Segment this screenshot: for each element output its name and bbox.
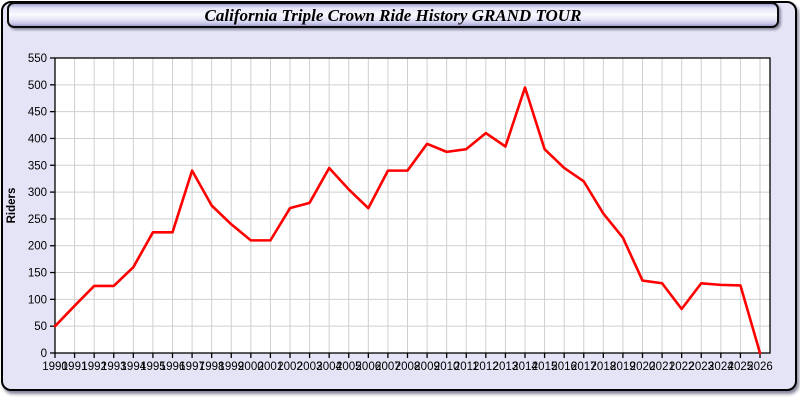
x-tick-label: 1998 [199,361,225,373]
x-tick-label: 2006 [356,361,382,373]
x-tick-label: 2003 [297,361,323,373]
x-tick-label: 2026 [747,361,773,373]
x-tick-label: 2015 [532,361,558,373]
x-tick-label: 1990 [42,361,68,373]
chart-title: California Triple Crown Ride History GRA… [204,5,582,25]
y-tick-label: 400 [28,133,47,145]
y-tick-label: 100 [28,294,47,306]
x-tick-label: 1992 [81,361,107,373]
x-tick-label: 2013 [493,361,519,373]
x-tick-label: 1999 [218,361,244,373]
y-tick-label: 500 [28,80,47,92]
x-tick-label: 2017 [571,361,597,373]
x-tick-label: 2012 [473,361,499,373]
x-tick-label: 2019 [610,361,636,373]
y-tick-label: 200 [28,241,47,253]
x-tick-label: 2008 [395,361,421,373]
y-tick-label: 150 [28,268,47,280]
x-tick-label: 2002 [277,361,303,373]
x-tick-label: 2009 [414,361,440,373]
axis-ticks [50,57,761,358]
riders-series-line [53,86,762,355]
x-tick-label: 1997 [179,361,205,373]
y-axis-labels: 0 50 100 150 200 250 300 350 400 450 500 550 [28,53,47,360]
x-tick-label: 2005 [336,361,362,373]
x-tick-label: 2001 [258,361,284,373]
x-tick-label: 2011 [454,361,479,373]
x-axis-labels: 1990199119921993199419951996199719981999… [42,361,773,373]
x-tick-label: 2023 [688,361,714,373]
title-bar: California Triple Crown Ride History GRA… [7,2,779,28]
y-tick-label: 450 [28,107,47,119]
x-tick-label: 1993 [101,361,127,373]
y-tick-label: 350 [28,160,47,172]
x-tick-label: 1991 [62,361,88,373]
y-tick-label: 50 [34,321,47,333]
y-tick-label: 0 [41,348,47,360]
x-tick-label: 2024 [708,361,734,373]
x-tick-label: 2004 [316,361,342,373]
x-tick-label: 2022 [669,361,695,373]
x-tick-label: 1996 [160,361,186,373]
x-tick-label: 2007 [375,361,401,373]
x-tick-label: 2025 [728,361,754,373]
x-tick-label: 1994 [121,361,147,373]
y-tick-label: 250 [28,214,47,226]
x-tick-label: 1995 [140,361,166,373]
x-tick-label: 2010 [434,361,460,373]
y-tick-label: 300 [28,187,47,199]
x-tick-label: 2021 [649,361,675,373]
plot-frame [54,57,771,354]
y-tick-label: 550 [28,53,47,65]
x-tick-label: 2000 [238,361,264,373]
y-axis-title: Riders [6,188,18,224]
x-tick-label: 2018 [591,361,617,373]
plot-area [55,58,770,353]
x-tick-label: 2014 [512,361,538,373]
x-tick-label: 2020 [630,361,656,373]
x-tick-label: 2016 [551,361,577,373]
